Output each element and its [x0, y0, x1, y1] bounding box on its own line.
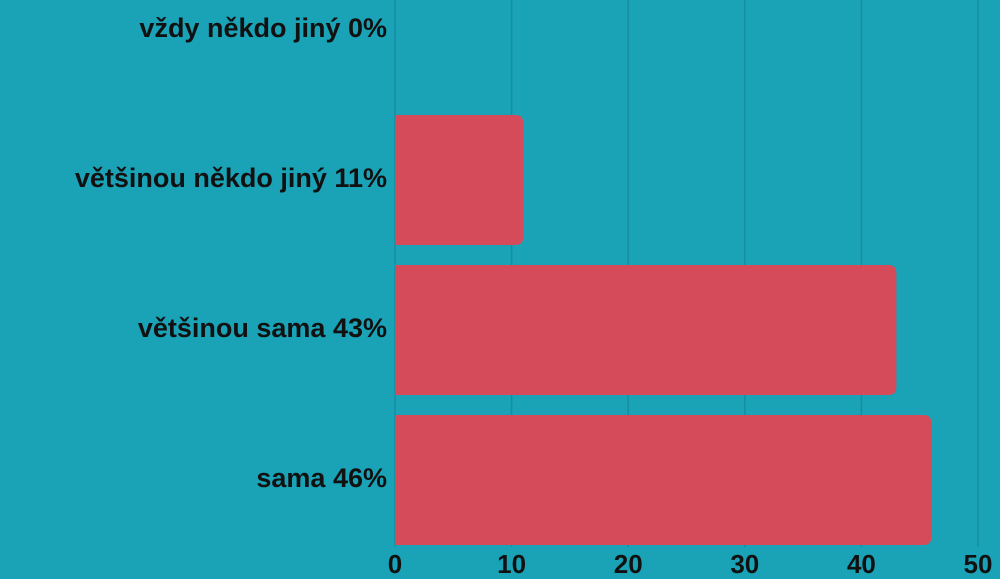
bar [395, 115, 524, 245]
y-tick-label: většinou někdo jiný 11% [75, 163, 387, 193]
x-tick-label: 40 [847, 549, 876, 579]
x-tick-label: 30 [730, 549, 759, 579]
bar [395, 415, 932, 545]
y-tick-label: většinou sama 43% [138, 313, 387, 343]
bar [395, 265, 897, 395]
x-tick-label: 0 [388, 549, 402, 579]
y-tick-label: vždy někdo jiný 0% [139, 13, 387, 43]
y-tick-label: sama 46% [256, 463, 387, 493]
x-tick-label: 50 [964, 549, 993, 579]
x-tick-label: 20 [614, 549, 643, 579]
x-tick-label: 10 [497, 549, 526, 579]
